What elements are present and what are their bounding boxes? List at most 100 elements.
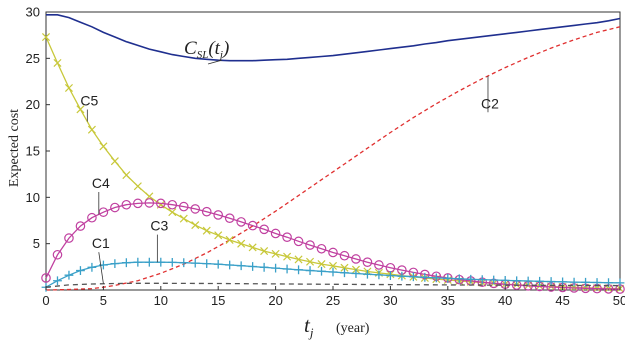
point-c4	[52, 249, 63, 260]
annotation-c4: C4	[92, 175, 110, 191]
point-c5	[328, 261, 338, 270]
point-c5	[133, 182, 142, 191]
point-c5	[179, 214, 188, 223]
csl-curve-label: CSL(tj)	[184, 38, 229, 61]
point-c4	[362, 257, 373, 267]
point-c5	[53, 58, 62, 67]
point-c4	[316, 243, 327, 254]
x-tick-label: 20	[268, 293, 282, 308]
point-c3	[156, 257, 166, 267]
point-c5	[64, 83, 73, 93]
series-layer	[41, 14, 625, 294]
point-c5	[110, 157, 119, 166]
point-c4	[259, 224, 269, 235]
point-c5	[248, 243, 257, 252]
point-c3	[225, 260, 235, 270]
point-c3	[133, 257, 143, 267]
point-c4	[144, 198, 155, 208]
point-c5	[87, 125, 96, 134]
x-tick-label: 15	[211, 293, 225, 308]
point-c5	[306, 257, 315, 266]
y-tick-label: 5	[33, 236, 40, 251]
series-c1	[45, 282, 621, 288]
point-c3	[259, 262, 269, 272]
point-c3	[213, 259, 223, 269]
series-c3	[41, 257, 625, 292]
point-c3	[190, 258, 200, 268]
point-c3	[351, 269, 361, 278]
x-axis-unit-label: (year)	[336, 321, 370, 336]
point-c3	[363, 269, 372, 279]
point-c3	[248, 262, 258, 271]
point-c3	[512, 276, 522, 286]
point-c4	[64, 233, 74, 243]
x-tick-label: 50	[613, 293, 625, 308]
x-tick-label: 35	[441, 293, 455, 308]
point-c3	[87, 262, 97, 272]
point-c3	[500, 275, 510, 285]
x-tick-label: 10	[154, 293, 168, 308]
point-c5	[76, 105, 85, 114]
series-line-c2	[45, 26, 621, 291]
point-c4	[270, 228, 281, 239]
point-c4	[305, 240, 315, 250]
point-c3	[569, 277, 579, 287]
series-line-c1	[45, 282, 621, 288]
point-c4	[236, 217, 246, 227]
point-c3	[420, 272, 430, 282]
point-c4	[201, 206, 212, 217]
point-c5	[225, 235, 234, 244]
point-c3	[454, 274, 464, 284]
y-tick-label: 20	[26, 97, 40, 112]
x-tick-label: 25	[326, 293, 340, 308]
point-c5	[271, 249, 280, 258]
point-c3	[523, 276, 533, 286]
point-c4	[110, 202, 120, 213]
point-c3	[144, 257, 154, 267]
point-c3	[477, 275, 487, 285]
point-c4	[121, 199, 132, 210]
annotation-c3: C3	[150, 218, 168, 234]
point-c3	[110, 259, 120, 268]
y-tick-label: 10	[26, 190, 40, 205]
x-tick-label: 0	[42, 293, 49, 308]
point-c3	[294, 265, 303, 275]
point-c4	[351, 254, 361, 264]
point-c3	[53, 276, 62, 286]
annotation-c2: C2	[481, 95, 499, 111]
series-c4	[41, 198, 625, 294]
point-c5	[122, 171, 131, 180]
point-c3	[386, 271, 395, 280]
point-c5	[294, 255, 303, 264]
point-c5	[340, 263, 349, 272]
point-c3	[167, 257, 177, 267]
point-c4	[156, 198, 166, 209]
point-c3	[328, 267, 338, 277]
point-c5	[168, 208, 177, 217]
x-tick-label: 45	[555, 293, 569, 308]
point-c4	[293, 236, 304, 247]
point-c3	[271, 263, 280, 273]
point-c4	[328, 247, 338, 258]
annotation-leader-csl	[207, 59, 222, 65]
point-c3	[179, 258, 189, 268]
series-line-csl-tj-	[46, 14, 621, 62]
point-c4	[133, 198, 143, 209]
y-tick-label: 25	[26, 51, 40, 66]
series-line-c5	[45, 36, 621, 290]
point-c3	[408, 272, 418, 282]
point-c3	[317, 266, 326, 276]
point-c4	[374, 260, 384, 270]
point-c3	[305, 266, 315, 275]
point-c3	[64, 270, 74, 280]
point-c3	[202, 259, 212, 268]
point-c4	[75, 221, 86, 231]
y-tick-label: 30	[26, 5, 40, 20]
y-axis-label: Expected cost	[7, 109, 22, 187]
point-c3	[489, 275, 499, 285]
x-tick-label: 5	[100, 293, 107, 308]
point-c3	[466, 274, 476, 284]
series-csl-tj-	[46, 14, 621, 62]
series-c5	[41, 32, 625, 293]
